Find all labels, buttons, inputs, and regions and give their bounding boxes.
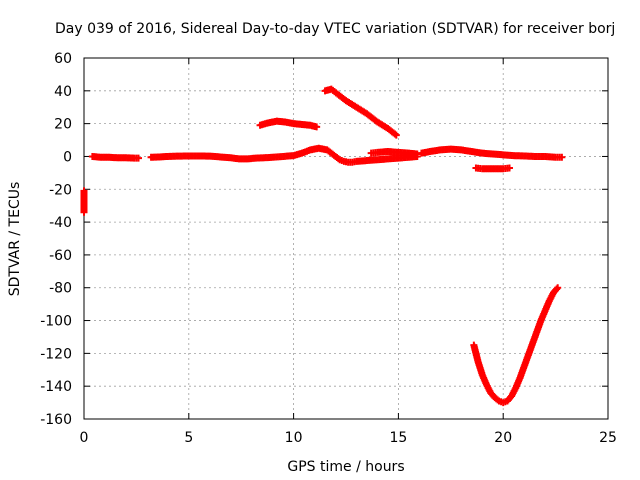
data-point: [505, 164, 513, 172]
data-series: [256, 117, 321, 131]
y-tick-label: 20: [54, 117, 72, 133]
x-tick-label: 5: [184, 430, 193, 446]
chart-title: Day 039 of 2016, Sidereal Day-to-day VTE…: [55, 21, 615, 37]
x-tick-label: 0: [80, 430, 89, 446]
plot-frame: [83, 57, 609, 420]
data-series: [472, 164, 513, 173]
y-tick-label: -20: [49, 182, 72, 198]
data-series: [470, 284, 562, 407]
y-tick-label: 60: [54, 51, 72, 67]
x-tick-label: 25: [599, 430, 617, 446]
data-point: [313, 123, 321, 131]
data-series: [80, 187, 88, 216]
data-series: [321, 85, 400, 139]
y-tick-label: 0: [63, 149, 72, 165]
data-series: [88, 144, 421, 166]
data-point: [80, 208, 88, 216]
y-tick-label: -160: [40, 412, 72, 428]
y-tick-label: -140: [40, 379, 72, 395]
y-tick-label: 40: [54, 84, 72, 100]
y-tick-label: -100: [40, 314, 72, 330]
data-point: [553, 285, 561, 293]
data-point: [392, 131, 400, 139]
data-point: [558, 153, 566, 161]
x-tick-label: 20: [494, 430, 512, 446]
data-point: [554, 284, 562, 292]
data-points: [80, 85, 566, 407]
y-tick-label: -60: [49, 248, 72, 264]
y-tick-label: -80: [49, 281, 72, 297]
x-tick-label: 10: [285, 430, 303, 446]
x-axis-label: GPS time / hours: [287, 459, 404, 475]
y-tick-label: -40: [49, 215, 72, 231]
axis-ticks: 0 5 10 15 20 25 60 40 20 0 -20 -40 -60 -80 -100 -120 -14…: [40, 51, 617, 446]
data-point: [134, 154, 142, 162]
data-series: [367, 148, 421, 158]
data-series: [417, 145, 566, 161]
y-axis-label: SDTVAR / TECUs: [7, 182, 23, 297]
x-tick-label: 15: [389, 430, 407, 446]
grid: [84, 58, 608, 419]
y-tick-label: -120: [40, 346, 72, 362]
